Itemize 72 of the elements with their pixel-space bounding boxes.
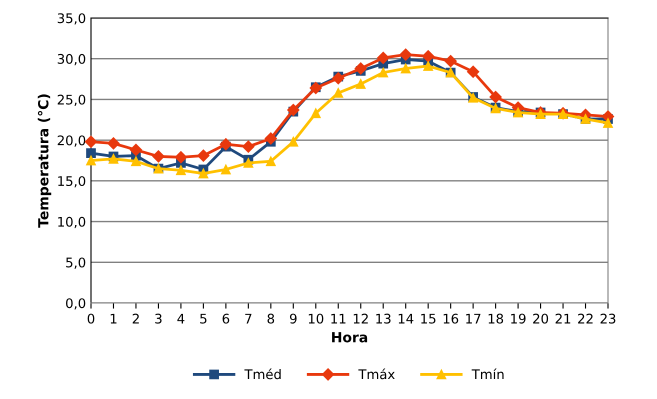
- x-tick-label: 0: [88, 314, 94, 324]
- point: [400, 48, 412, 61]
- x-tick-label: 21: [556, 314, 570, 324]
- x-tick-label: 13: [376, 314, 391, 324]
- x-tick-label: 12: [354, 314, 368, 324]
- point: [174, 151, 188, 164]
- y-tick-label: 20,0: [58, 135, 86, 147]
- y-axis-title: Temperatura (°C): [38, 94, 52, 228]
- point: [198, 168, 208, 178]
- point: [197, 150, 210, 162]
- point: [490, 90, 502, 104]
- y-tick-label: 5,0: [66, 258, 86, 269]
- x-tick-label: 14: [398, 314, 414, 324]
- x-tick-label: 19: [511, 314, 526, 324]
- x-tick-label: 5: [200, 314, 206, 324]
- x-tick-label: 2: [132, 314, 139, 324]
- point: [130, 144, 142, 156]
- legend-label: Tméd: [244, 368, 281, 380]
- x-tick-label: 1: [110, 314, 116, 324]
- point: [310, 108, 321, 118]
- y-tick-label: 25,0: [58, 94, 86, 106]
- point: [354, 62, 367, 75]
- x-tick-label: 7: [245, 314, 252, 324]
- x-tick-label: 22: [578, 314, 593, 324]
- point: [603, 118, 613, 128]
- y-tick-label: 30,0: [58, 54, 86, 66]
- x-tick-label: 9: [290, 314, 297, 324]
- point: [332, 72, 344, 84]
- point: [356, 79, 366, 89]
- y-tick-label: 0,0: [66, 298, 86, 310]
- point: [377, 52, 390, 64]
- point: [288, 136, 298, 147]
- point: [84, 136, 98, 148]
- legend-label: Tmáx: [358, 368, 395, 380]
- point: [264, 132, 277, 145]
- point: [333, 88, 344, 98]
- y-tick-label: 10,0: [58, 216, 86, 228]
- x-tick-label: 4: [177, 314, 184, 324]
- point: [242, 140, 254, 153]
- x-tick-label: 16: [444, 314, 458, 324]
- x-tick-label: 15: [421, 314, 436, 324]
- point: [152, 150, 165, 163]
- point: [444, 55, 457, 68]
- point: [467, 66, 480, 78]
- point: [221, 164, 231, 174]
- point: [400, 64, 411, 74]
- point: [423, 61, 434, 71]
- point: [378, 68, 388, 78]
- point: [108, 154, 118, 164]
- y-tick-label: 15,0: [58, 176, 86, 188]
- point: [266, 156, 276, 166]
- x-tick-label: 6: [222, 314, 230, 324]
- x-tick-label: 20: [533, 314, 548, 324]
- x-axis-title: Hora: [332, 332, 368, 342]
- x-tick-label: 23: [600, 314, 616, 324]
- x-tick-label: 3: [155, 314, 162, 324]
- point: [176, 165, 186, 176]
- y-tick-label: 35,0: [58, 13, 86, 25]
- x-tick-label: 17: [466, 314, 480, 324]
- point: [243, 158, 254, 168]
- x-tick-label: 18: [488, 314, 504, 324]
- point: [86, 156, 96, 166]
- point: [422, 50, 434, 62]
- point: [287, 104, 300, 116]
- x-tick-label: 10: [308, 314, 324, 324]
- legend-label: Tmín: [472, 368, 504, 380]
- point: [86, 148, 96, 158]
- x-tick-label: 8: [268, 314, 274, 324]
- point: [220, 138, 232, 150]
- point: [107, 137, 120, 150]
- point: [131, 156, 141, 166]
- x-tick-label: 11: [331, 314, 346, 324]
